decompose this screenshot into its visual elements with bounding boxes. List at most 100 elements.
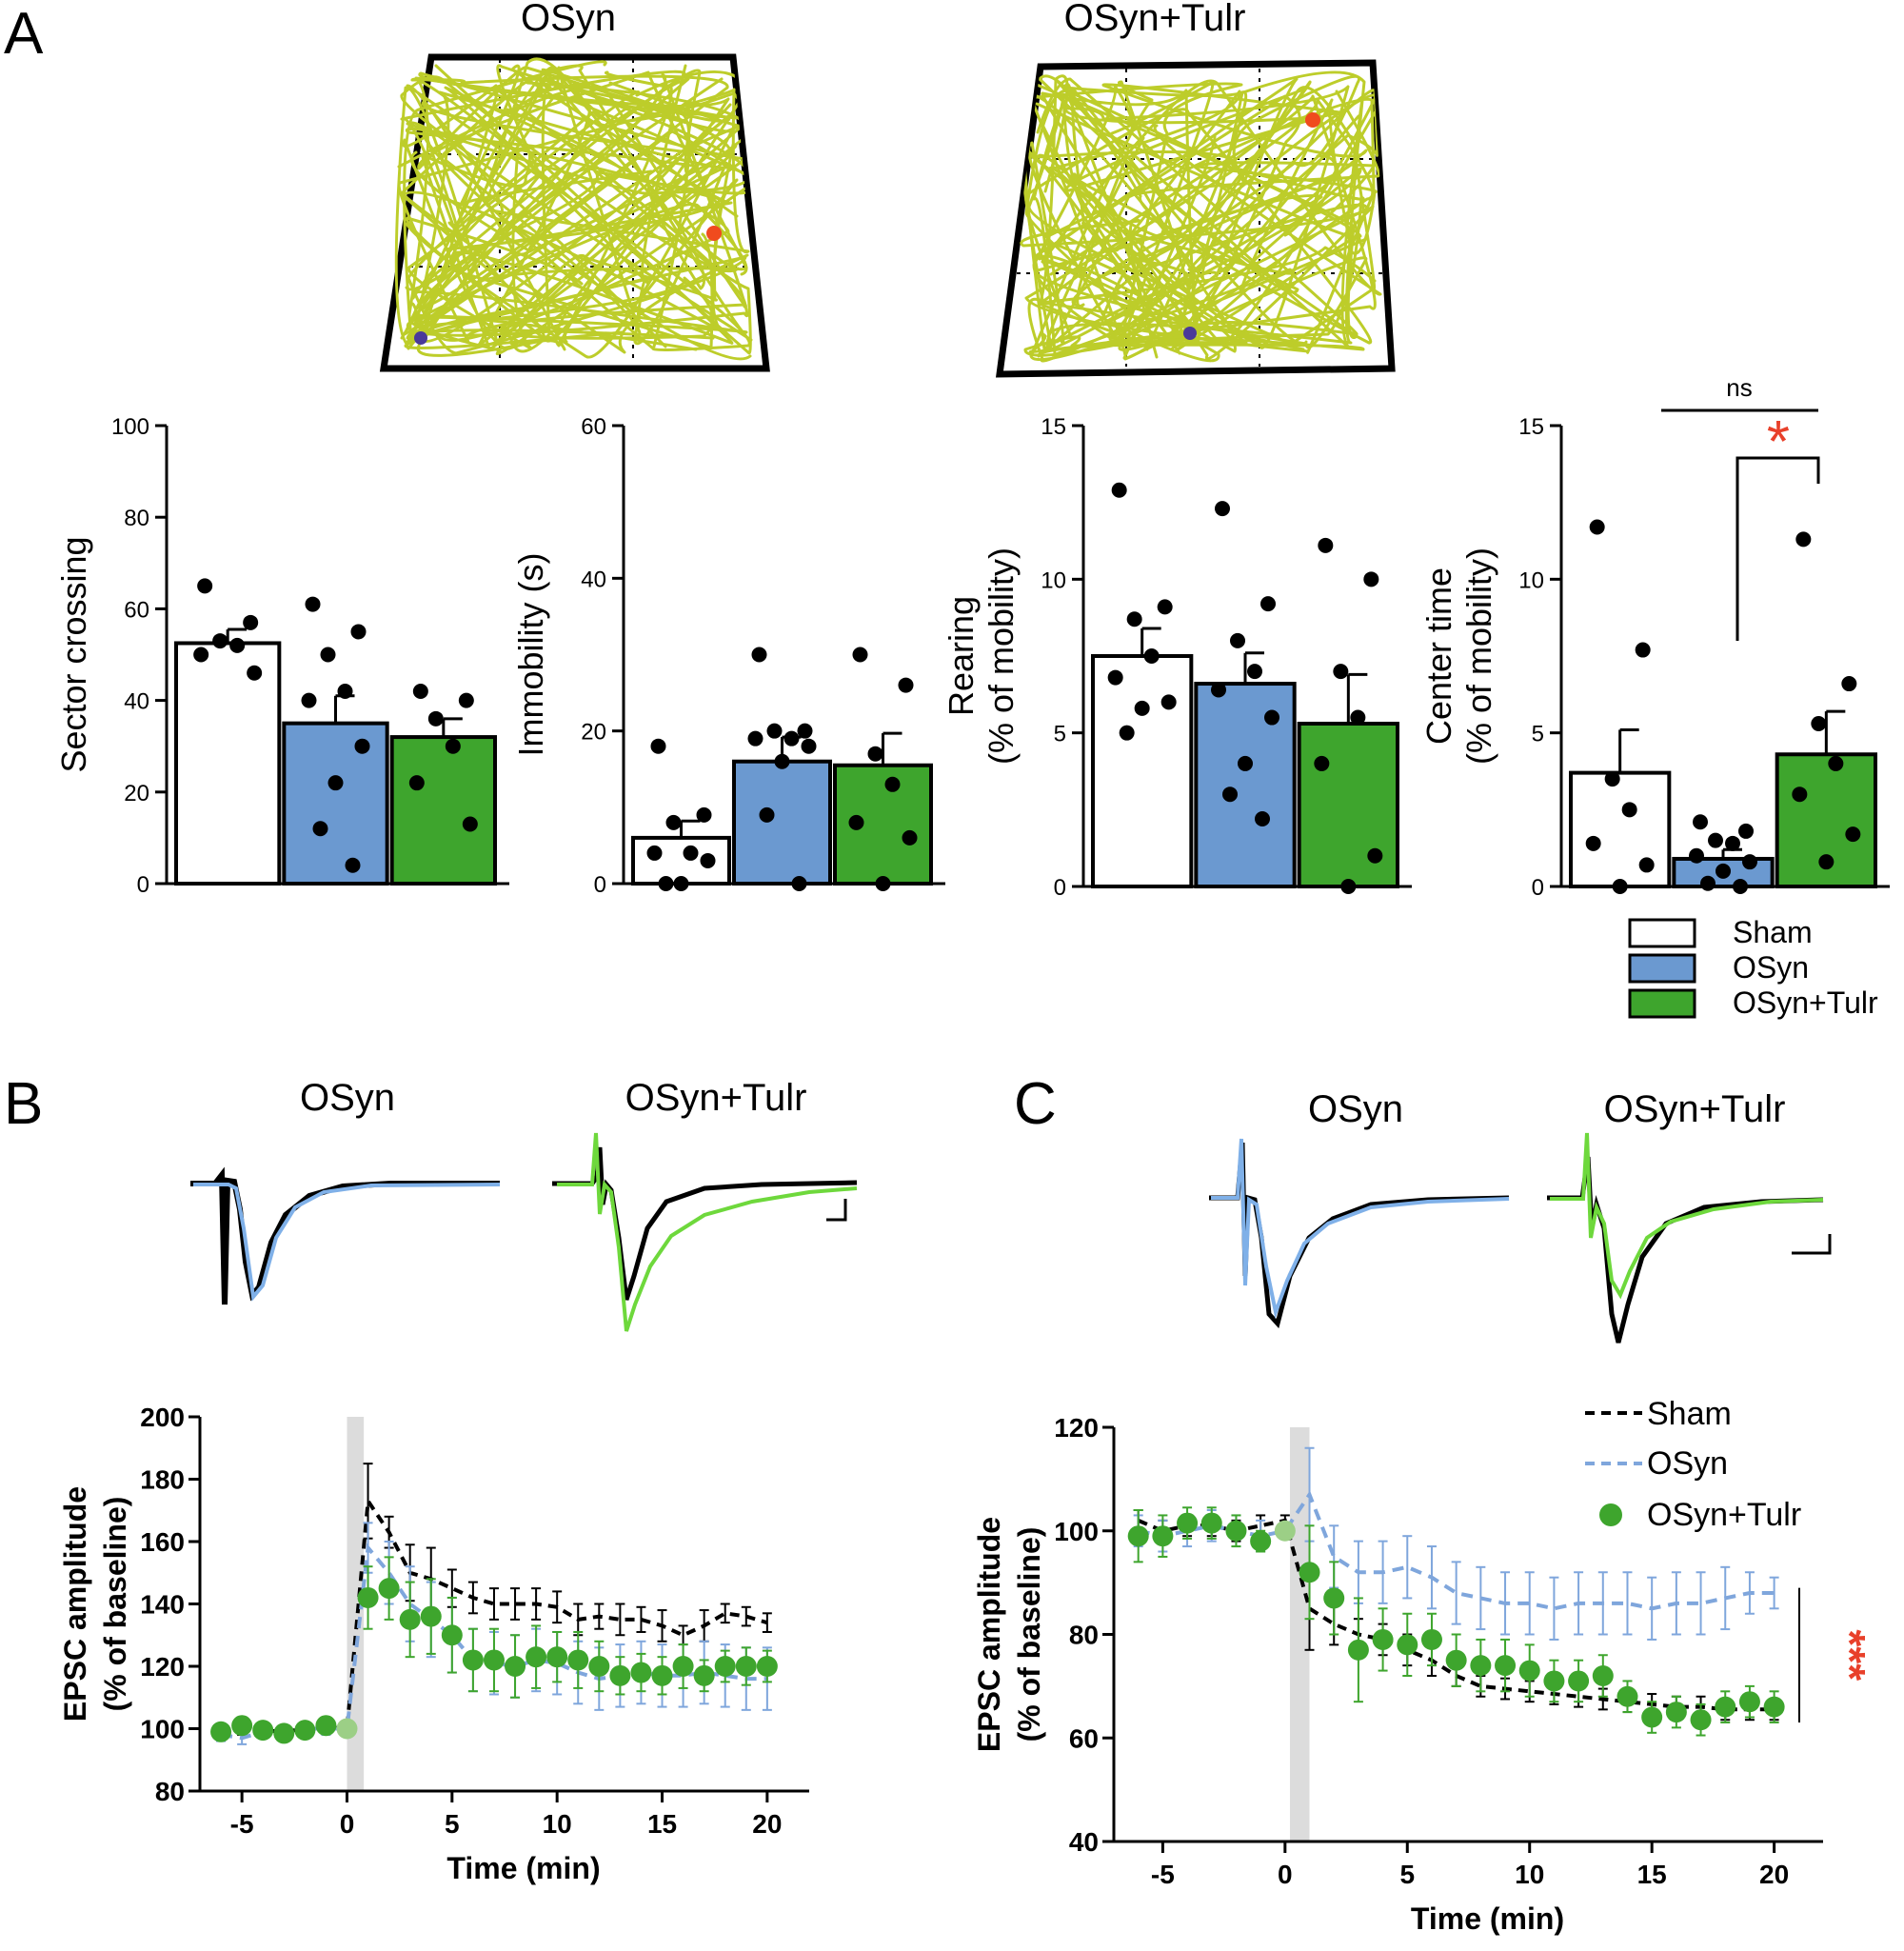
data-point xyxy=(1638,857,1655,873)
data-point xyxy=(1612,879,1628,894)
x-tick-label: 15 xyxy=(647,1809,677,1839)
y-tick-label: 100 xyxy=(111,414,149,440)
trace-c-osyn xyxy=(1209,1138,1510,1329)
x-axis-label: Time (min) xyxy=(1411,1901,1564,1936)
data-point xyxy=(1177,1512,1199,1534)
y-tick-label: 160 xyxy=(140,1527,185,1557)
data-point xyxy=(1621,802,1637,818)
data-point xyxy=(412,683,428,699)
data-point xyxy=(1350,709,1366,726)
data-point xyxy=(1445,1649,1467,1671)
data-point xyxy=(243,614,259,630)
data-point xyxy=(336,1718,358,1740)
x-tick-label: -5 xyxy=(1151,1860,1175,1889)
data-point xyxy=(1225,1520,1247,1542)
y-tick-label: 15 xyxy=(1518,414,1544,440)
data-point xyxy=(1397,1634,1418,1656)
y-tick-label: 10 xyxy=(1041,567,1066,593)
data-point xyxy=(320,647,336,663)
data-point xyxy=(1700,875,1716,891)
bar-osyn-tulr xyxy=(1775,752,1877,889)
data-point xyxy=(1127,1525,1149,1547)
y-tick-label: 40 xyxy=(1069,1827,1099,1857)
y-tick-label: 0 xyxy=(1054,875,1066,901)
x-tick-label: 0 xyxy=(340,1809,355,1839)
data-point xyxy=(791,876,807,891)
x-tick-label: 0 xyxy=(1278,1860,1293,1889)
data-point xyxy=(672,1656,694,1677)
data-point xyxy=(756,1656,778,1677)
data-point xyxy=(1568,1670,1590,1692)
x-tick-label: 10 xyxy=(543,1809,572,1839)
data-point xyxy=(884,776,901,792)
data-point xyxy=(1715,1696,1736,1718)
legend-swatch-tulr xyxy=(1628,988,1696,1019)
legend-label: OSyn+Tulr xyxy=(1647,1497,1801,1533)
y-axis-label: (% of mobility) xyxy=(1459,547,1498,765)
y-tick-label: 100 xyxy=(140,1715,185,1744)
data-point xyxy=(1716,863,1731,879)
data-point xyxy=(1811,715,1827,731)
data-point xyxy=(588,1656,610,1677)
data-point xyxy=(301,692,317,708)
y-axis-label: EPSC amplitude xyxy=(972,1517,1006,1752)
data-point xyxy=(1143,648,1160,664)
data-point xyxy=(1665,1702,1687,1723)
data-point xyxy=(1222,786,1238,803)
legend-label: Sham xyxy=(1647,1396,1732,1432)
start-marker xyxy=(1183,327,1197,340)
data-point xyxy=(875,876,891,891)
data-point xyxy=(1585,835,1601,851)
data-point xyxy=(1238,755,1253,771)
data-point xyxy=(294,1720,316,1742)
legend-swatch-sham xyxy=(1628,918,1696,948)
data-point xyxy=(1845,826,1861,843)
data-point xyxy=(848,814,864,830)
arena-title-osyn: OSyn xyxy=(521,0,616,39)
y-tick-label: 0 xyxy=(137,872,149,898)
data-point xyxy=(345,857,361,873)
data-point xyxy=(1160,694,1177,710)
data-point xyxy=(1792,786,1808,803)
data-point xyxy=(1841,676,1857,692)
data-point xyxy=(1690,1709,1712,1731)
data-point xyxy=(1818,854,1835,870)
end-marker xyxy=(1305,112,1320,128)
trace-b-osyn-tulr xyxy=(552,1132,858,1332)
arena-osyn xyxy=(379,53,770,372)
data-point xyxy=(546,1646,568,1668)
data-point xyxy=(1795,531,1812,547)
y-axis-label: Rearing xyxy=(942,596,981,716)
data-point xyxy=(1230,632,1245,648)
data-point xyxy=(210,1721,232,1742)
data-point xyxy=(399,1608,421,1630)
data-point xyxy=(1689,847,1704,864)
data-point xyxy=(1763,1696,1785,1718)
sig-star: * xyxy=(1767,409,1790,475)
panel-label-b: B xyxy=(4,1071,43,1137)
data-point xyxy=(441,1624,463,1646)
data-point xyxy=(1340,879,1357,894)
y-tick-label: 5 xyxy=(1532,722,1544,747)
data-point xyxy=(735,1656,757,1677)
panel-label-c: C xyxy=(1014,1071,1057,1137)
data-point xyxy=(1255,811,1270,827)
significance-label: *** xyxy=(1825,1629,1874,1681)
data-point xyxy=(354,738,370,754)
data-point xyxy=(1738,1691,1760,1713)
data-point xyxy=(305,596,321,612)
data-point xyxy=(1363,571,1379,587)
trace-title: OSyn+Tulr xyxy=(1604,1088,1786,1130)
data-point xyxy=(458,692,474,708)
data-point xyxy=(1134,700,1150,716)
legend-label: OSyn+Tulr xyxy=(1733,985,1878,1020)
y-tick-label: 80 xyxy=(1069,1621,1099,1650)
legend-label: OSyn xyxy=(1733,950,1809,985)
data-point xyxy=(567,1649,589,1671)
bar-sham xyxy=(174,641,282,886)
data-point xyxy=(378,1578,400,1600)
stimulation-band xyxy=(1289,1427,1310,1842)
